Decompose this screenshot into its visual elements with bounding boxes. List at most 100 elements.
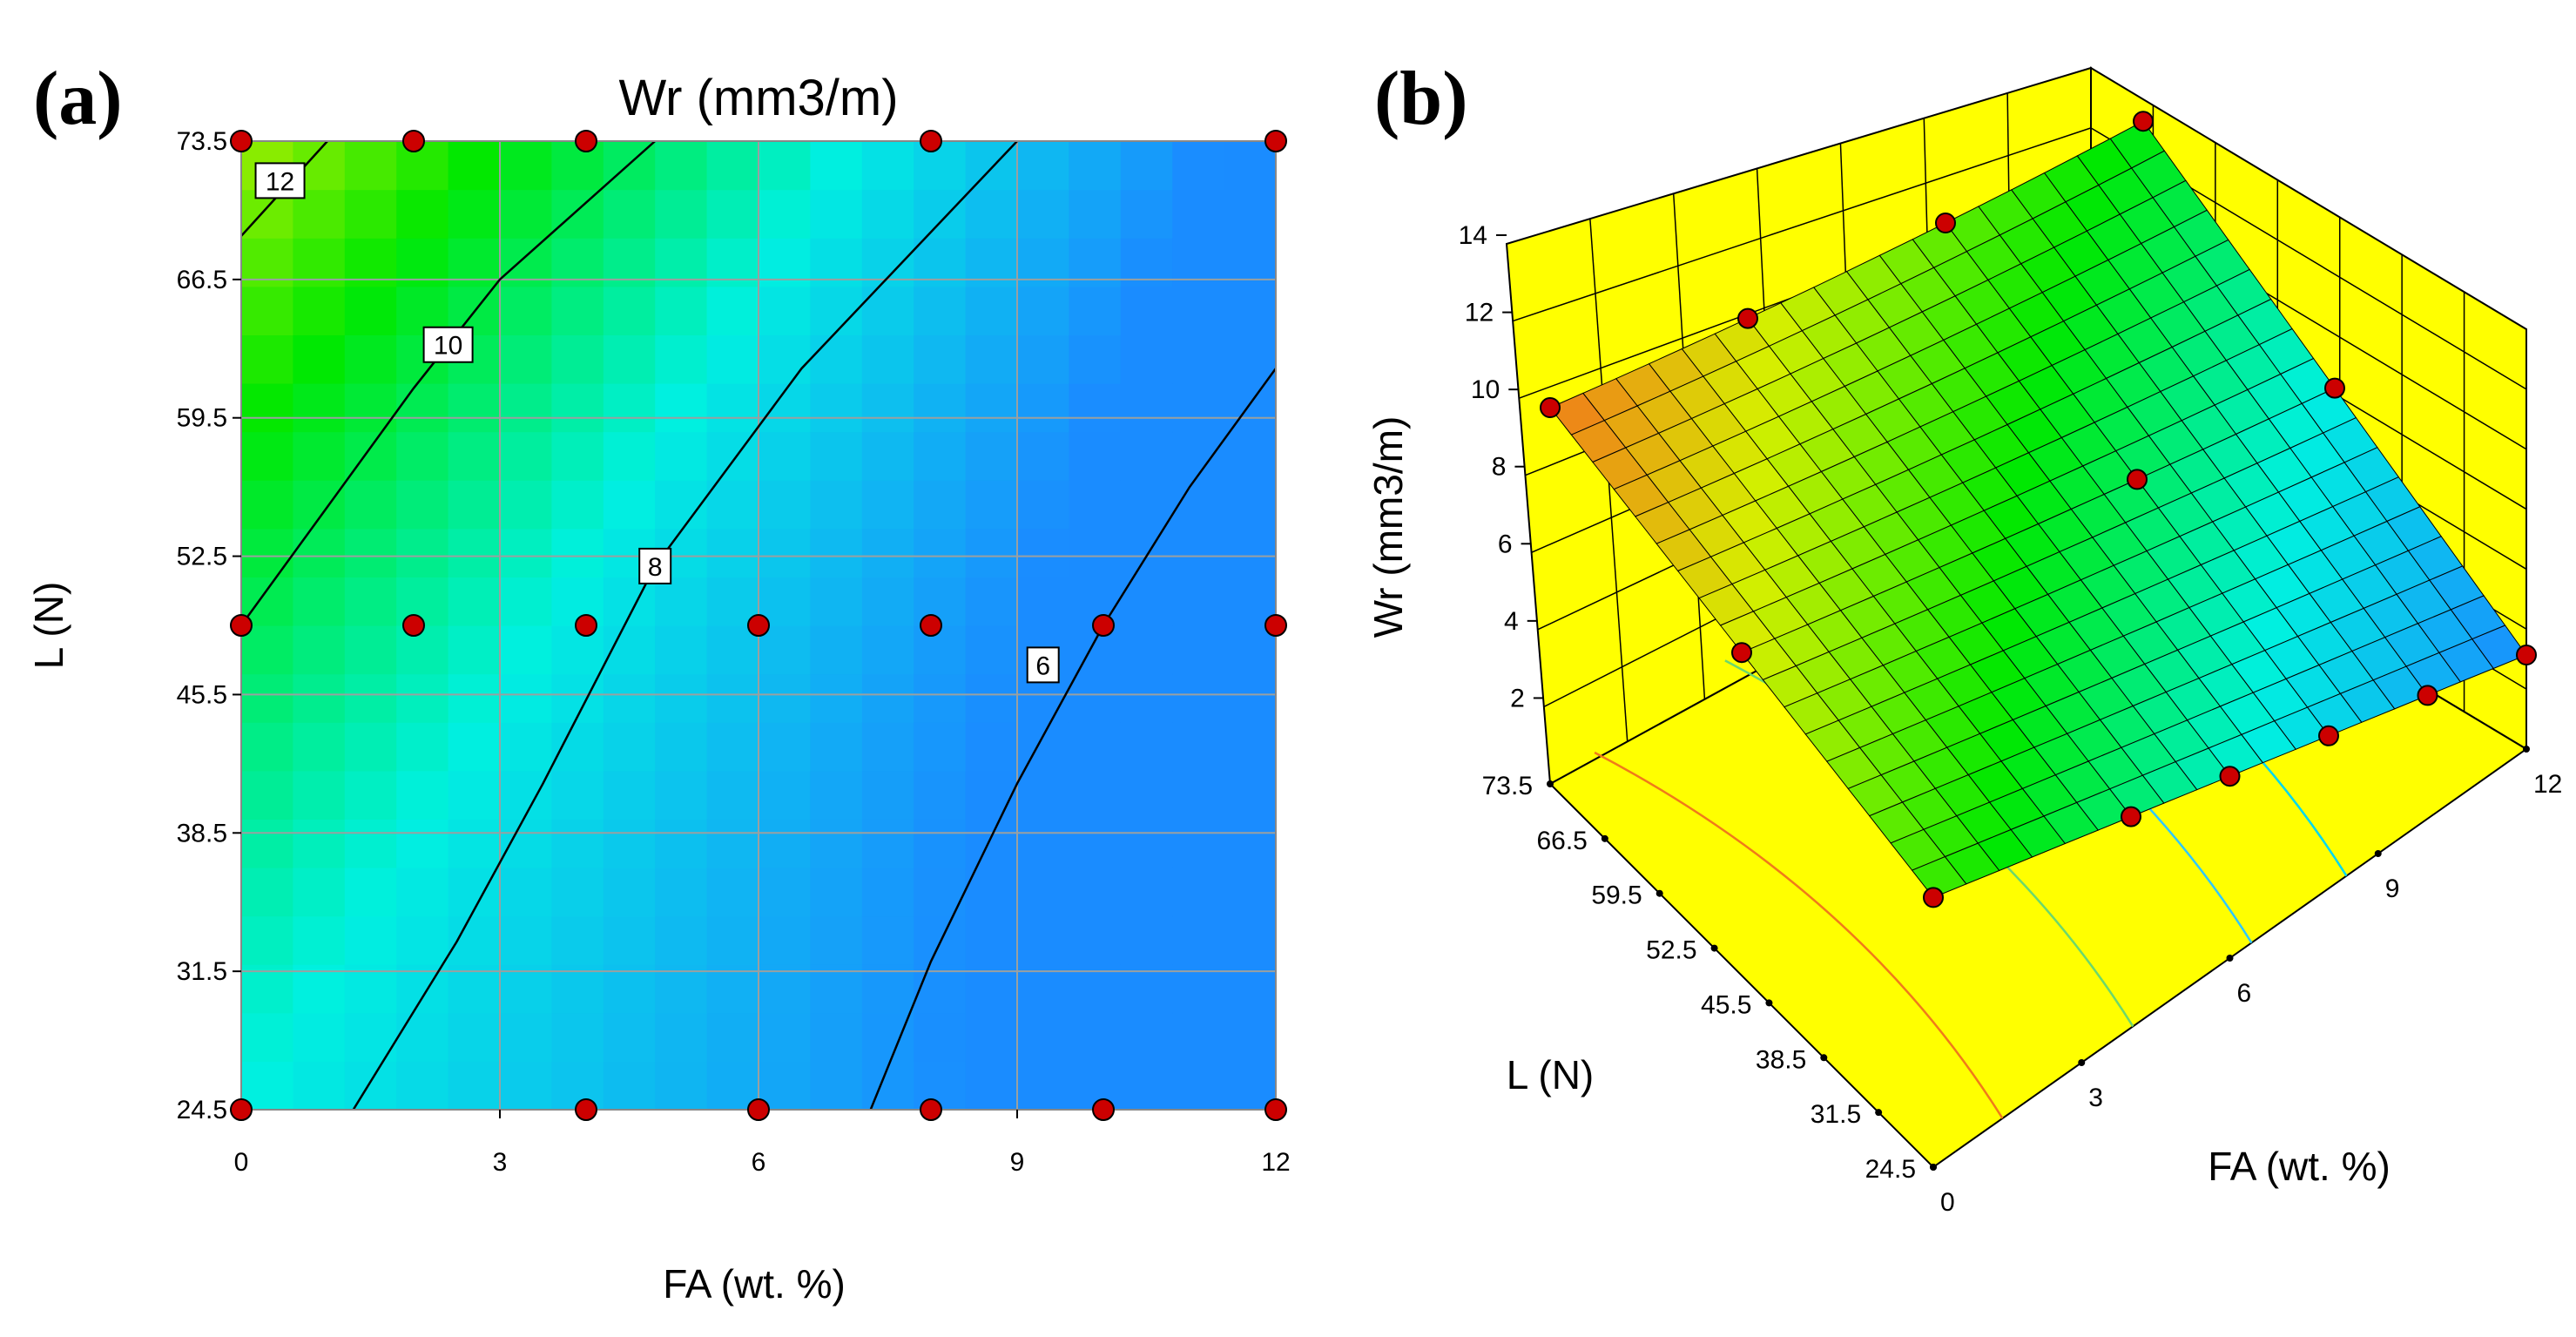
field-cell <box>241 528 293 577</box>
fa-tick-label: 0 <box>1940 1188 1955 1217</box>
field-cell <box>551 431 604 481</box>
field-cell <box>344 625 397 675</box>
field-cell <box>551 915 604 965</box>
field-cell <box>603 286 656 335</box>
surface-plot: 2 4 6 8 10 12 14 24.531.538.545.552.559.566.57… <box>1366 66 2562 1217</box>
field-cell <box>861 770 914 820</box>
field-cell <box>500 189 552 239</box>
field-cell <box>1120 383 1173 433</box>
field-cell <box>861 964 914 1014</box>
field-cell <box>914 1061 967 1111</box>
field-cell <box>344 383 397 433</box>
fa-tick-label: 6 <box>2237 979 2252 1008</box>
design-points <box>230 130 1287 1121</box>
field-cell <box>706 915 759 965</box>
field-cell <box>448 577 501 626</box>
field-cell <box>293 625 346 675</box>
field-cell <box>861 673 914 723</box>
field-cell <box>655 722 708 772</box>
field-cell <box>759 915 811 965</box>
design-point-3d <box>2417 685 2438 706</box>
field-cell <box>810 915 863 965</box>
field-cell <box>1224 770 1277 820</box>
z-tick-label: 14 <box>1459 221 1487 250</box>
field-cell <box>1017 770 1069 820</box>
field-cell <box>1017 189 1069 239</box>
field-cell <box>706 528 759 577</box>
field-cell <box>1224 383 1277 433</box>
field-cell <box>1224 625 1277 675</box>
field-cell <box>241 625 293 675</box>
field-cell <box>1069 819 1122 868</box>
field-cell <box>706 868 759 917</box>
field-cell <box>500 964 552 1014</box>
field-cell <box>241 577 293 626</box>
l-tick-mark <box>1875 1109 1883 1117</box>
field-cell <box>810 383 863 433</box>
field-cell <box>965 431 1018 481</box>
contour-label: 6 <box>1035 652 1050 680</box>
z-axis-ticks: 2 4 6 8 10 12 14 <box>1459 221 1544 712</box>
y-tick-label: 73.5 <box>177 127 227 156</box>
field-cell <box>861 1012 914 1062</box>
y-tick-label: 66.5 <box>177 266 227 294</box>
field-cell <box>1120 334 1173 384</box>
field-cell <box>914 189 967 239</box>
field-cell <box>1172 383 1225 433</box>
field-cell <box>344 1061 397 1111</box>
field-cell <box>500 722 552 772</box>
field-cell <box>1172 819 1225 868</box>
field-cell <box>603 431 656 481</box>
field-cell <box>344 480 397 530</box>
field-cell <box>1172 722 1225 772</box>
design-point <box>1092 1098 1115 1121</box>
field-cell <box>810 625 863 675</box>
field-cell <box>1069 286 1122 335</box>
field-cell <box>603 334 656 384</box>
field-cell <box>1172 964 1225 1014</box>
field-cell <box>1069 528 1122 577</box>
field-cell <box>1069 189 1122 239</box>
field-cell <box>500 141 552 191</box>
field-cell <box>965 1061 1018 1111</box>
field-cell <box>1120 915 1173 965</box>
field-cell <box>914 431 967 481</box>
field-cell <box>551 1012 604 1062</box>
l-tick-label: 31.5 <box>1811 1100 1861 1129</box>
field-cell <box>344 141 397 191</box>
design-point-3d <box>2127 469 2148 490</box>
y-tick-label: 38.5 <box>177 819 227 847</box>
field-cell <box>759 141 811 191</box>
design-point <box>920 1098 942 1121</box>
field-cell <box>500 625 552 675</box>
field-cell <box>810 480 863 530</box>
field-cell <box>706 722 759 772</box>
field-cell <box>551 189 604 239</box>
field-cell <box>500 868 552 917</box>
field-cell <box>293 722 346 772</box>
field-cell <box>1224 964 1277 1014</box>
field-cell <box>759 964 811 1014</box>
field-cell <box>1069 480 1122 530</box>
field-cell <box>603 1012 656 1062</box>
field-cell <box>293 1061 346 1111</box>
field-cell <box>448 141 501 191</box>
field-cell <box>500 1012 552 1062</box>
field-cell <box>241 868 293 917</box>
l-tick-mark <box>1601 834 1608 842</box>
y-axis-ticks: 24.5 31.5 38.5 45.5 52.5 59.5 66.5 73.5 <box>177 127 241 1124</box>
field-cell <box>293 673 346 723</box>
field-cell <box>759 334 811 384</box>
l-tick-label: 73.5 <box>1482 772 1533 800</box>
x-axis-title-3d: FA (wt. %) <box>2208 1144 2391 1189</box>
field-cell <box>396 625 449 675</box>
field-cell <box>1017 383 1069 433</box>
field-cell <box>344 673 397 723</box>
field-cell <box>1017 528 1069 577</box>
field-cell <box>706 286 759 335</box>
design-point-3d <box>2516 645 2537 665</box>
field-cell <box>500 383 552 433</box>
field-cell <box>914 868 967 917</box>
contour-label: 10 <box>434 332 462 361</box>
